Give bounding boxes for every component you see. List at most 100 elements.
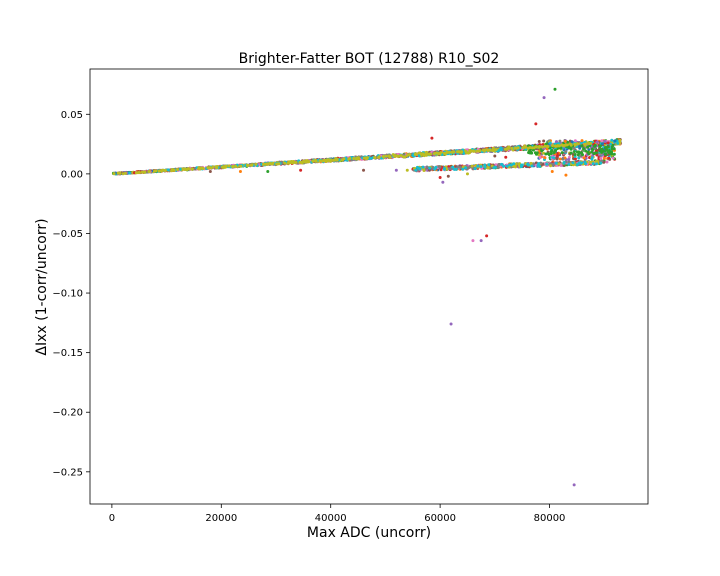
data-point: [510, 146, 514, 150]
data-point: [423, 152, 427, 156]
data-point: [356, 156, 360, 160]
data-point: [612, 152, 616, 156]
data-point: [544, 152, 548, 156]
data-point: [438, 152, 442, 156]
data-point: [513, 146, 517, 150]
data-point: [329, 158, 333, 162]
data-point: [567, 162, 571, 166]
data-point: [283, 161, 287, 165]
data-point: [605, 160, 609, 164]
data-point: [137, 170, 141, 174]
x-tick-label: 60000: [424, 513, 456, 524]
data-point: [399, 154, 403, 158]
data-point: [427, 152, 431, 156]
data-point: [558, 157, 562, 161]
data-point: [496, 149, 500, 153]
data-point: [606, 141, 610, 145]
data-point: [294, 160, 298, 164]
data-point: [500, 148, 503, 152]
y-tick-label: 0.00: [61, 169, 83, 180]
data-point: [562, 161, 566, 165]
data-point: [572, 150, 576, 154]
data-point: [573, 143, 577, 147]
data-point: [246, 163, 250, 167]
data-point: [425, 165, 429, 169]
data-point: [183, 167, 187, 171]
data-point: [581, 153, 585, 157]
data-point: [582, 156, 586, 160]
data-point: [542, 151, 546, 155]
data-point: [538, 156, 542, 160]
data-point: [572, 146, 576, 150]
data-point: [215, 166, 219, 170]
data-point: [527, 163, 531, 167]
data-point: [433, 151, 437, 155]
data-point: [541, 145, 545, 149]
data-point: [362, 168, 366, 172]
data-point: [466, 166, 470, 170]
data-point: [447, 150, 451, 154]
data-point: [496, 166, 500, 169]
data-point: [485, 234, 489, 238]
data-point: [546, 145, 550, 149]
data-point: [578, 144, 582, 148]
data-point: [590, 155, 594, 159]
data-point: [526, 146, 530, 150]
data-point: [239, 164, 243, 168]
data-point: [377, 155, 381, 159]
data-point: [599, 144, 602, 148]
data-point: [365, 156, 369, 160]
data-point: [471, 239, 475, 243]
data-point: [569, 147, 573, 151]
data-point: [483, 148, 487, 152]
data-point: [464, 166, 468, 170]
x-tick-label: 40000: [315, 513, 347, 524]
data-point: [438, 175, 442, 179]
data-point: [570, 140, 574, 144]
data-point: [268, 162, 272, 166]
chart-title: Brighter-Fatter BOT (12788) R10_S02: [239, 51, 500, 67]
data-point: [434, 165, 438, 169]
data-point: [179, 167, 183, 171]
data-point: [594, 160, 598, 164]
data-point: [414, 152, 418, 156]
data-point: [554, 161, 558, 165]
data-point: [479, 239, 483, 243]
data-point: [238, 169, 242, 173]
data-point: [573, 153, 577, 157]
y-tick-label: −0.25: [52, 467, 83, 478]
data-point: [504, 155, 508, 159]
data-point: [452, 150, 456, 154]
data-point: [335, 158, 339, 162]
data-point: [331, 158, 335, 162]
data-point: [590, 150, 594, 154]
data-point: [551, 164, 555, 168]
data-point: [234, 164, 238, 168]
data-point: [441, 180, 445, 184]
data-point: [401, 155, 405, 159]
data-point: [537, 140, 541, 144]
data-point: [586, 150, 590, 154]
data-point: [206, 166, 210, 170]
y-tick-label: 0.05: [61, 110, 83, 121]
data-point: [421, 165, 425, 169]
data-point: [512, 162, 516, 166]
data-point: [452, 167, 456, 171]
data-point: [250, 163, 254, 167]
data-point: [531, 162, 535, 166]
data-point: [299, 168, 303, 172]
data-point: [530, 164, 534, 168]
data-point: [552, 156, 556, 160]
data-point: [388, 155, 392, 159]
data-point: [323, 159, 327, 163]
data-point: [573, 157, 577, 161]
data-point: [326, 159, 330, 163]
data-point: [197, 167, 201, 171]
data-point: [470, 164, 474, 168]
data-point: [534, 122, 538, 126]
data-point: [569, 151, 573, 155]
data-point: [547, 152, 551, 156]
x-tick-label: 0: [109, 513, 115, 524]
data-point: [550, 148, 554, 152]
